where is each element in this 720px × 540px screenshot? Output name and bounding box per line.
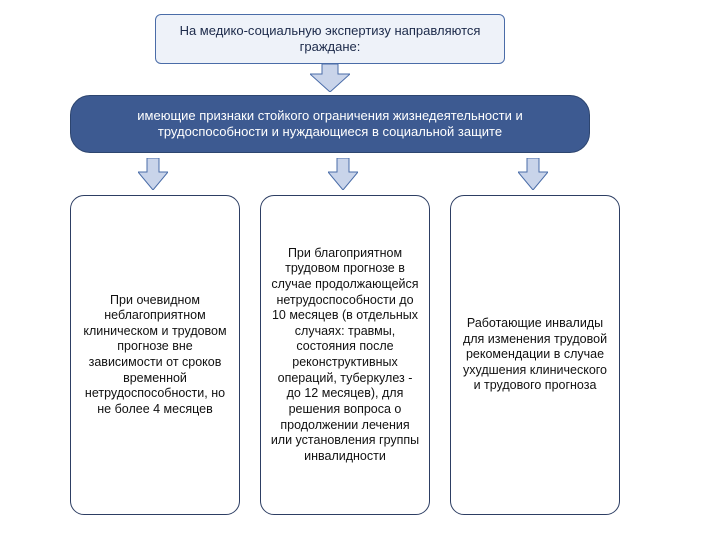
criteria-text: имеющие признаки стойкого ограничения жи… <box>89 108 571 141</box>
arrow-to-col1 <box>138 158 168 190</box>
header-text: На медико-социальную экспертизу направля… <box>166 23 494 56</box>
column-box-1: При очевидном неблагоприятном клиническо… <box>70 195 240 515</box>
arrow-to-col3 <box>518 158 548 190</box>
column-text-2: При благоприятном трудовом прогнозе в сл… <box>269 246 421 465</box>
criteria-box: имеющие признаки стойкого ограничения жи… <box>70 95 590 153</box>
arrow-to-col2 <box>328 158 358 190</box>
column-box-3: Работающие инвалиды для изменения трудов… <box>450 195 620 515</box>
column-text-1: При очевидном неблагоприятном клиническо… <box>79 293 231 418</box>
column-box-2: При благоприятном трудовом прогнозе в сл… <box>260 195 430 515</box>
arrow-top-to-mid <box>310 64 350 92</box>
header-box: На медико-социальную экспертизу направля… <box>155 14 505 64</box>
column-text-3: Работающие инвалиды для изменения трудов… <box>459 316 611 394</box>
diagram-canvas: На медико-социальную экспертизу направля… <box>0 0 720 540</box>
